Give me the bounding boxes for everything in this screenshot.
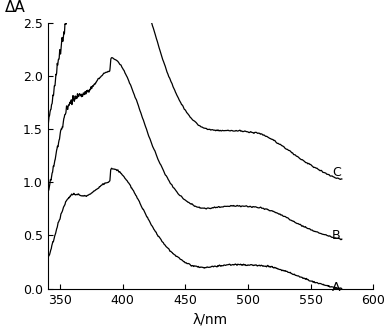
Text: A: A bbox=[332, 281, 340, 294]
Y-axis label: ΔA: ΔA bbox=[5, 0, 25, 15]
Text: B: B bbox=[332, 229, 340, 242]
X-axis label: λ/nm: λ/nm bbox=[193, 312, 228, 326]
Text: C: C bbox=[332, 166, 341, 179]
